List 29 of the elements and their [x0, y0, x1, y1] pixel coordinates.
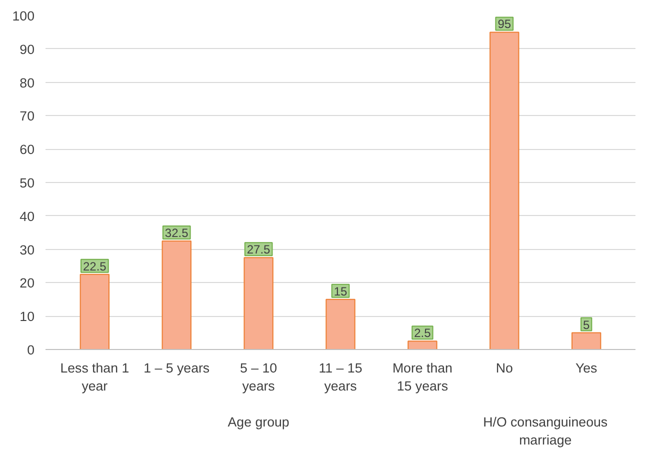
x-tick-label: More than 15 years: [392, 360, 452, 394]
x-tick-label: Less than 1 year: [60, 360, 130, 394]
x-tick-label: No: [496, 360, 513, 376]
y-tick-label: 10: [20, 309, 35, 324]
data-label: 32.5: [164, 226, 189, 240]
y-tick-label: 40: [20, 208, 35, 224]
y-tick-label: 80: [20, 75, 35, 90]
data-label: 22.5: [82, 259, 107, 274]
text: H/O consanguineous marriage: [483, 414, 608, 448]
y-tick-label: 100: [12, 8, 35, 24]
x-tick-label: 11 – 15 years: [318, 360, 362, 394]
data-label: 27.5: [246, 242, 271, 257]
x-tick-label: Yes: [575, 360, 598, 376]
data-label: 5: [582, 318, 590, 332]
data-label: 15: [334, 284, 348, 298]
y-tick-label: 20: [20, 276, 35, 291]
y-tick-label: 70: [20, 108, 35, 124]
y-tick-label: 90: [20, 42, 35, 57]
x-tick-label: 5 – 10 years: [240, 360, 278, 394]
bar: [80, 274, 110, 350]
data-label: 2.5: [414, 326, 432, 340]
y-tick-label: 60: [20, 142, 35, 158]
y-tick-label: 50: [20, 176, 35, 190]
data-label: 95: [498, 17, 512, 32]
text: Age group: [228, 414, 290, 430]
y-tick-label: 30: [20, 242, 35, 258]
bar: [571, 332, 602, 350]
y-tick-label: 0: [27, 342, 35, 358]
x-tick-label: 1 – 5 years: [144, 360, 210, 376]
